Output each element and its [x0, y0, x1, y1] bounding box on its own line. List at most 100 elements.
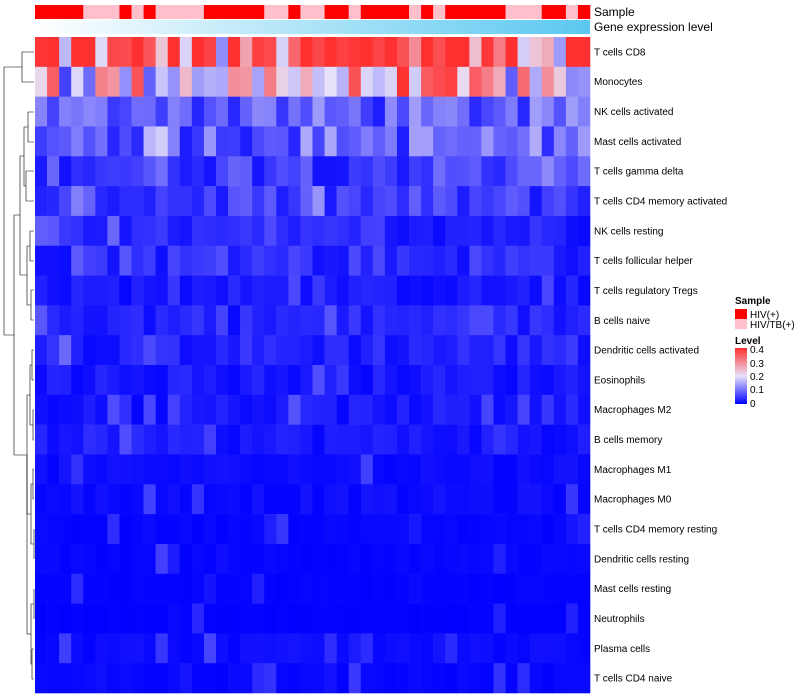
heatmap-cell: [215, 305, 229, 336]
heatmap-cell: [336, 424, 349, 455]
heatmap-cell: [384, 37, 398, 68]
heatmap-cell: [445, 514, 458, 545]
heatmap-cell: [228, 126, 241, 157]
heatmap-cell: [119, 156, 132, 187]
heatmap-cell: [481, 573, 494, 604]
level-tick-label: 0.4: [750, 345, 764, 356]
row-label: Macrophages M2: [594, 405, 672, 416]
heatmap-cell: [215, 603, 229, 634]
heatmap-cell: [276, 394, 289, 425]
heatmap-cell: [469, 126, 482, 157]
heatmap-cell: [553, 663, 567, 694]
heatmap-cell: [107, 186, 120, 217]
heatmap-cell: [409, 603, 422, 634]
row-label: Neutrophils: [594, 614, 645, 625]
heatmap-cell: [421, 365, 434, 396]
heatmap-cell: [433, 156, 446, 187]
heatmap-cell: [445, 663, 458, 694]
heatmap-cell: [360, 96, 374, 127]
heatmap-cell: [312, 633, 325, 664]
heatmap-cell: [155, 454, 169, 485]
heatmap-cell: [312, 573, 325, 604]
heatmap-cell: [336, 156, 349, 187]
heatmap-cell: [372, 66, 386, 97]
heatmap-cell: [457, 156, 470, 187]
heatmap-cell: [493, 245, 506, 276]
heatmap-cell: [493, 484, 506, 515]
heatmap-cell: [396, 394, 410, 425]
heatmap-cell: [372, 454, 386, 485]
heatmap-cell: [83, 603, 96, 634]
heatmap-cell: [71, 215, 84, 247]
heatmap-cell: [107, 424, 120, 455]
heatmap-cell: [481, 215, 494, 247]
heatmap-cell: [348, 96, 362, 127]
heatmap-cell: [396, 96, 410, 127]
heatmap-cell: [312, 126, 325, 157]
heatmap-cell: [95, 37, 108, 68]
heatmap-cell: [288, 66, 301, 97]
level-colorbar: [735, 348, 747, 404]
heatmap-cell: [47, 275, 60, 306]
heatmap-cell: [409, 514, 422, 545]
sample-annotation-cell: [240, 5, 253, 19]
heatmap-cell: [469, 186, 482, 217]
heatmap-cell: [517, 663, 530, 694]
heatmap-cell: [529, 633, 543, 664]
heatmap-cell: [433, 573, 446, 604]
heatmap-cell: [469, 484, 482, 515]
heatmap-cell: [167, 454, 181, 485]
heatmap-cell: [35, 335, 48, 366]
heatmap-cell: [336, 215, 349, 247]
heatmap-cell: [469, 663, 482, 694]
heatmap-cell: [264, 663, 277, 694]
heatmap-cell: [360, 245, 374, 276]
heatmap-cell: [384, 365, 398, 396]
heatmap-cell: [445, 365, 458, 396]
heatmap-cell: [179, 365, 193, 396]
heatmap-cell: [71, 96, 84, 127]
heatmap-cell: [264, 573, 277, 604]
heatmap-cell: [505, 96, 518, 127]
heatmap-cell: [312, 543, 325, 575]
heatmap-cell: [505, 37, 518, 68]
heatmap-cell: [252, 215, 265, 247]
heatmap-cell: [191, 275, 205, 306]
heatmap-cell: [421, 245, 434, 276]
heatmap-cell: [348, 66, 362, 97]
heatmap-cell: [107, 365, 120, 396]
heatmap-cell: [107, 573, 120, 604]
heatmap-cell: [119, 394, 132, 425]
heatmap-cell: [35, 603, 48, 634]
heatmap-cell: [240, 335, 253, 366]
row-label: T cells CD4 memory resting: [594, 525, 717, 536]
heatmap-cell: [191, 245, 205, 276]
heatmap-cell: [179, 603, 193, 634]
heatmap-cell: [348, 37, 362, 68]
heatmap-cell: [505, 514, 518, 545]
heatmap-cell: [360, 394, 374, 425]
heatmap-cell: [409, 96, 422, 127]
heatmap-cell: [565, 96, 579, 127]
heatmap-cell: [517, 96, 530, 127]
heatmap-cell: [228, 66, 241, 97]
heatmap-cell: [47, 424, 60, 455]
heatmap-cell: [83, 663, 96, 694]
heatmap-cell: [83, 37, 96, 68]
heatmap-cell: [384, 245, 398, 276]
heatmap-cell: [312, 484, 325, 515]
heatmap-cell: [131, 215, 144, 247]
heatmap-cell: [276, 454, 289, 485]
heatmap-cell: [264, 275, 277, 306]
heatmap-cell: [529, 96, 543, 127]
heatmap-cell: [228, 514, 241, 545]
heatmap-cell: [469, 215, 482, 247]
sample-annotation-cell: [203, 5, 217, 19]
sample-annotation-cell: [433, 5, 446, 19]
heatmap-cell: [107, 275, 120, 306]
heatmap-cell: [228, 484, 241, 515]
heatmap-cell: [131, 66, 144, 97]
heatmap-cell: [433, 126, 446, 157]
heatmap-cell: [433, 663, 446, 694]
heatmap-cell: [541, 543, 555, 575]
